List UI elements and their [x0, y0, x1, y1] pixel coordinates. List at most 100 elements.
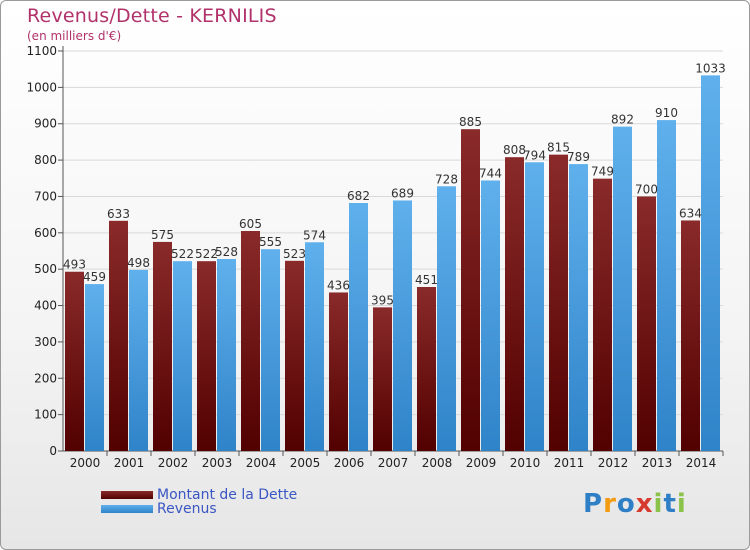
x-tick-label: 2013: [642, 456, 673, 470]
y-tick-label: 600: [34, 226, 57, 240]
bar-revenus: [85, 284, 104, 451]
data-label: 728: [435, 172, 458, 186]
x-tick-label: 2001: [114, 456, 145, 470]
data-label: 436: [327, 278, 350, 292]
bar-dette: [417, 287, 436, 451]
x-tick-label: 2011: [554, 456, 585, 470]
bar-revenus: [657, 120, 676, 451]
data-label: 555: [259, 235, 282, 249]
bar-revenus: [173, 261, 192, 451]
logo-letter: P: [583, 489, 604, 519]
data-label: 808: [503, 143, 526, 157]
data-label: 744: [479, 166, 502, 180]
x-tick-label: 2003: [202, 456, 233, 470]
x-tick-label: 2008: [422, 456, 453, 470]
legend-label-dette: Montant de la Dette: [157, 487, 298, 503]
bar-dette: [461, 129, 480, 451]
logo-letter: i: [653, 489, 664, 519]
bar-dette: [285, 260, 304, 451]
bar-revenus: [613, 126, 632, 452]
legend-label-revenus: Revenus: [157, 501, 217, 517]
data-label: 910: [655, 106, 678, 120]
data-label: 700: [635, 182, 658, 196]
data-label: 575: [151, 228, 174, 242]
bar-dette: [197, 261, 216, 451]
data-label: 528: [215, 245, 238, 259]
y-tick-label: 900: [34, 117, 57, 131]
bar-dette: [373, 307, 392, 451]
data-label: 885: [459, 115, 482, 129]
y-tick-label: 200: [34, 371, 57, 385]
logo-letter: x: [635, 489, 654, 519]
bar-revenus: [525, 162, 544, 452]
data-label: 794: [523, 148, 546, 162]
bar-revenus: [437, 186, 456, 452]
chart-subtitle: (en milliers d'€): [27, 29, 122, 43]
data-label: 634: [679, 206, 702, 220]
y-tick-label: 700: [34, 189, 57, 203]
logo-letter: i: [676, 489, 687, 519]
logo-letter: o: [616, 489, 636, 519]
data-label: 523: [283, 247, 306, 261]
legend-swatch-revenus: [101, 505, 153, 513]
bar-dette: [637, 196, 656, 451]
x-tick-label: 2002: [158, 456, 189, 470]
y-tick-label: 0: [49, 444, 57, 458]
bar-dette: [153, 241, 172, 451]
logo-letter: t: [663, 489, 677, 519]
x-tick-label: 2009: [466, 456, 497, 470]
data-label: 395: [371, 293, 394, 307]
bars: [65, 75, 720, 452]
data-label: 451: [415, 273, 438, 287]
bar-revenus: [701, 75, 720, 451]
data-label: 789: [567, 150, 590, 164]
bar-dette: [505, 157, 524, 451]
bar-dette: [241, 231, 260, 451]
data-label: 749: [591, 165, 614, 179]
x-tick-label: 2014: [686, 456, 717, 470]
bar-revenus: [569, 164, 588, 451]
data-label: 522: [195, 247, 218, 261]
data-label: 633: [107, 207, 130, 221]
bar-revenus: [393, 200, 412, 451]
x-tick-label: 2007: [378, 456, 409, 470]
data-label: 498: [127, 256, 150, 270]
proxiti-logo: Proxiti: [583, 489, 687, 519]
bar-revenus: [305, 242, 324, 451]
x-tick-label: 2012: [598, 456, 629, 470]
bar-dette: [593, 178, 612, 452]
y-tick-label: 800: [34, 153, 57, 167]
x-tick-label: 2005: [290, 456, 321, 470]
bar-revenus: [349, 203, 368, 451]
data-label: 892: [611, 113, 634, 127]
data-label: 522: [171, 247, 194, 261]
x-tick-label: 2000: [70, 456, 101, 470]
bar-revenus: [129, 269, 148, 451]
x-tick-label: 2006: [334, 456, 365, 470]
bar-revenus: [217, 259, 236, 451]
logo-letter: r: [603, 489, 617, 519]
legend: [101, 491, 153, 513]
y-tick-label: 1100: [26, 44, 57, 58]
y-tick-label: 1000: [26, 80, 57, 94]
x-tick-label: 2004: [246, 456, 277, 470]
bar-revenus: [261, 249, 280, 451]
y-tick-label: 500: [34, 262, 57, 276]
data-label: 682: [347, 189, 370, 203]
y-tick-label: 100: [34, 408, 57, 422]
data-label: 689: [391, 186, 414, 200]
bar-dette: [109, 220, 128, 451]
data-label: 493: [63, 258, 86, 272]
bar-dette: [549, 154, 568, 452]
bar-revenus: [481, 180, 500, 452]
data-label: 605: [239, 217, 262, 231]
data-label: 574: [303, 228, 326, 242]
data-label: 815: [547, 141, 570, 155]
data-label: 459: [83, 270, 106, 284]
bar-dette: [329, 292, 348, 451]
data-label: 1033: [695, 61, 726, 75]
legend-swatch-dette: [101, 491, 153, 499]
